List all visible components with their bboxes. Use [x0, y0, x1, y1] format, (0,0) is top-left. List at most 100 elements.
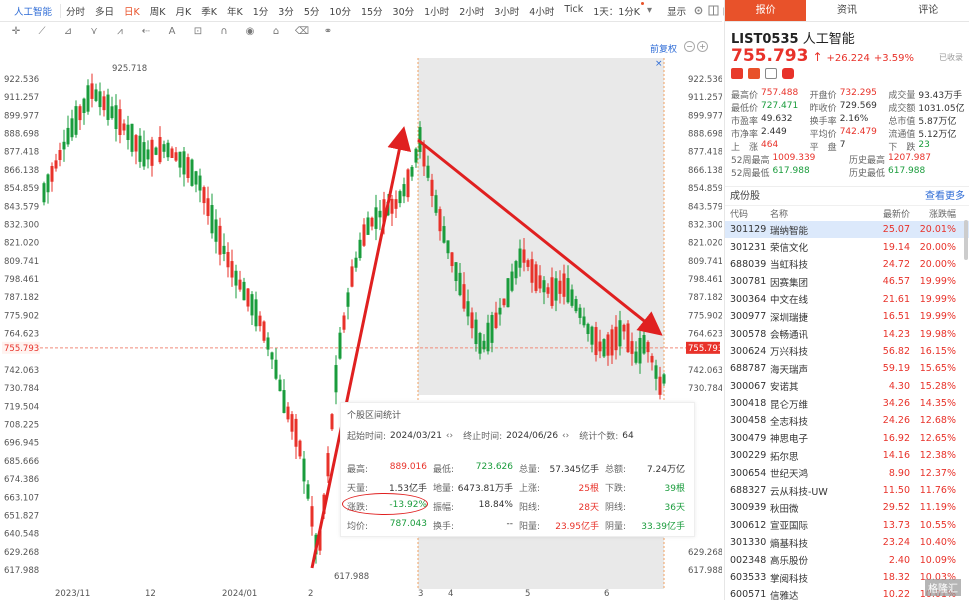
- crosshair-tool-icon[interactable]: ✛: [11, 25, 21, 37]
- start-stepper-icon[interactable]: ‹›: [445, 430, 454, 441]
- eye-icon[interactable]: ◉: [245, 25, 255, 37]
- trash-icon[interactable]: ⌫: [294, 25, 310, 37]
- stock-row[interactable]: 301330 熵基科技 23.24 10.40%: [725, 534, 969, 551]
- timeframe-9[interactable]: 5分: [303, 6, 320, 18]
- line-tool-icon[interactable]: ⟋: [38, 25, 46, 37]
- quote-value: 2.16%: [839, 114, 869, 124]
- stock-row[interactable]: 301129 瑞纳智能 25.07 20.01%: [725, 221, 969, 239]
- timeframe-12[interactable]: 30分: [392, 6, 415, 18]
- symbol-selector[interactable]: 人工智能: [4, 3, 62, 18]
- stock-row[interactable]: 688039 当虹科技 24.72 20.00%: [725, 256, 969, 273]
- col-price[interactable]: 最新价: [882, 210, 910, 220]
- stock-row[interactable]: 688787 海天瑞声 59.19 15.65%: [725, 360, 969, 377]
- price-axis-label-right: 843.579: [688, 202, 722, 212]
- favorite-label[interactable]: 已收录: [939, 53, 963, 62]
- stock-change: 16.15%: [919, 345, 956, 357]
- timeframe-6[interactable]: 年K: [226, 6, 243, 18]
- candle-body: [190, 159, 194, 186]
- candle-body: [282, 390, 286, 413]
- timeframe-11[interactable]: 15分: [360, 6, 383, 18]
- fork-tool-icon[interactable]: ⋎: [90, 25, 98, 37]
- stock-row[interactable]: 301231 荣信文化 19.14 20.00%: [725, 238, 969, 255]
- stat-value: 18.84%: [478, 500, 513, 510]
- view-more-link[interactable]: 查看更多: [925, 191, 965, 202]
- price-change-pct: +3.59%: [873, 53, 915, 64]
- stock-name: 神思电子: [770, 434, 809, 446]
- stock-row[interactable]: 300612 宣亚国际 13.73 10.55%: [725, 517, 969, 534]
- magnet-icon[interactable]: ∩: [220, 25, 228, 37]
- price-axis-label-right: 809.741: [688, 257, 722, 267]
- timeframe-2[interactable]: 日K: [124, 6, 140, 18]
- tab-comments[interactable]: 评论: [918, 5, 939, 16]
- col-name[interactable]: 名称: [770, 210, 789, 220]
- stock-row[interactable]: 300939 秋田微 29.52 11.19%: [725, 499, 969, 516]
- stock-row[interactable]: 300364 中文在线 21.61 19.99%: [725, 291, 969, 308]
- stock-row[interactable]: 603533 掌阅科技 18.32 10.03%: [725, 569, 969, 586]
- candle-body: [338, 332, 342, 359]
- timeframe-15[interactable]: 3小时: [494, 6, 520, 18]
- arrow-tool-icon[interactable]: ⇠: [141, 25, 151, 37]
- timeframe-13[interactable]: 1小时: [424, 6, 450, 18]
- timeframe-14[interactable]: 2小时: [459, 6, 485, 18]
- timeframe-16[interactable]: 4小时: [529, 6, 555, 18]
- timeframe-7[interactable]: 1分: [252, 6, 269, 18]
- scrollbar[interactable]: [964, 220, 968, 260]
- adjust-label[interactable]: 前复权: [650, 45, 678, 55]
- lock-icon[interactable]: ⌂: [272, 25, 280, 37]
- measure-tool-icon[interactable]: ⊡: [193, 25, 203, 37]
- timeframe-10[interactable]: 10分: [329, 6, 351, 18]
- col-code[interactable]: 代码: [730, 210, 749, 220]
- wave-tool-icon[interactable]: ⩘: [117, 25, 123, 37]
- stock-price: 24.26: [882, 415, 910, 427]
- stock-row[interactable]: 688327 云从科技-UW 11.50 11.76%: [725, 482, 969, 499]
- settings-icon[interactable]: [693, 3, 704, 18]
- stock-row[interactable]: 300418 昆仑万维 34.26 14.35%: [725, 395, 969, 412]
- col-change[interactable]: 涨跌幅: [928, 210, 956, 220]
- timeframe-0[interactable]: 分时: [66, 6, 86, 18]
- end-stepper-icon[interactable]: ‹›: [562, 430, 570, 441]
- stock-row[interactable]: 300624 万兴科技 56.82 16.15%: [725, 343, 969, 360]
- price-axis-label-left: 640.548: [4, 530, 39, 540]
- timeframe-5[interactable]: 季K: [201, 6, 217, 18]
- quote-value: 757.488: [761, 88, 799, 98]
- link-icon[interactable]: ⚭: [323, 25, 333, 37]
- candle-body: [130, 123, 134, 152]
- text-tool-icon[interactable]: A: [168, 25, 176, 37]
- candle-body: [486, 322, 490, 352]
- stock-row[interactable]: 300067 安诺其 4.30 15.28%: [725, 378, 969, 395]
- timeframe-toolbar: 人工智能 分时 多日 日K 周K 月K 季K 年K 1分 3分 5分 10分 15分 30分 1小时 2小时…: [0, 0, 780, 22]
- zoom-in-icon[interactable]: +: [697, 41, 708, 52]
- stock-row[interactable]: 300977 深圳瑞捷 16.51 19.99%: [725, 308, 969, 325]
- stock-row[interactable]: 300578 会畅通讯 14.23 19.98%: [725, 325, 969, 342]
- candle-body: [230, 261, 234, 278]
- stock-row[interactable]: 002348 高乐股份 2.40 10.09%: [725, 551, 969, 568]
- candlestick-chart[interactable]: × 922.536 911.257 899.977 888.698 877.418 866.…: [0, 40, 722, 600]
- display-menu[interactable]: 显示: [667, 6, 687, 18]
- tab-news[interactable]: 资讯: [836, 5, 857, 16]
- candle-body: [234, 270, 238, 286]
- timeframe-1[interactable]: 多日: [95, 6, 115, 18]
- stat-value: 57.345亿手: [549, 465, 600, 475]
- multi-view-select[interactable]: 1天：1分K: [588, 1, 645, 18]
- stock-row[interactable]: 300479 神思电子 16.92 12.65%: [725, 430, 969, 447]
- stock-row[interactable]: 300654 世纪天鸿 8.90 12.37%: [725, 464, 969, 481]
- timeframe-3[interactable]: 周K: [149, 6, 166, 18]
- tab-quote[interactable]: 报价: [725, 0, 807, 21]
- favorite-heart-icon[interactable]: [782, 68, 794, 79]
- zoom-out-icon[interactable]: −: [684, 41, 695, 52]
- timeframe-4[interactable]: 月K: [175, 6, 192, 18]
- stock-code: 002348: [730, 554, 767, 566]
- watermark: 格隆汇: [925, 579, 961, 596]
- stock-row[interactable]: 300229 拓尔思 14.16 12.38%: [725, 447, 969, 464]
- timeframe-8[interactable]: 3分: [278, 6, 294, 18]
- price-axis-label-right: 787.182: [688, 293, 722, 303]
- channel-tool-icon[interactable]: ⊿: [63, 25, 73, 37]
- selection-region-lower: [418, 537, 664, 589]
- chevron-down-icon[interactable]: ▾: [647, 5, 653, 16]
- stock-row[interactable]: 300458 全志科技 24.26 12.68%: [725, 412, 969, 429]
- stock-row[interactable]: 300781 因赛集团 46.57 19.99%: [725, 273, 969, 290]
- timeframe-17[interactable]: Tick: [564, 3, 584, 15]
- layout-icon[interactable]: [708, 3, 719, 18]
- candle-body: [498, 307, 502, 315]
- stock-name: 海天瑞声: [770, 364, 809, 376]
